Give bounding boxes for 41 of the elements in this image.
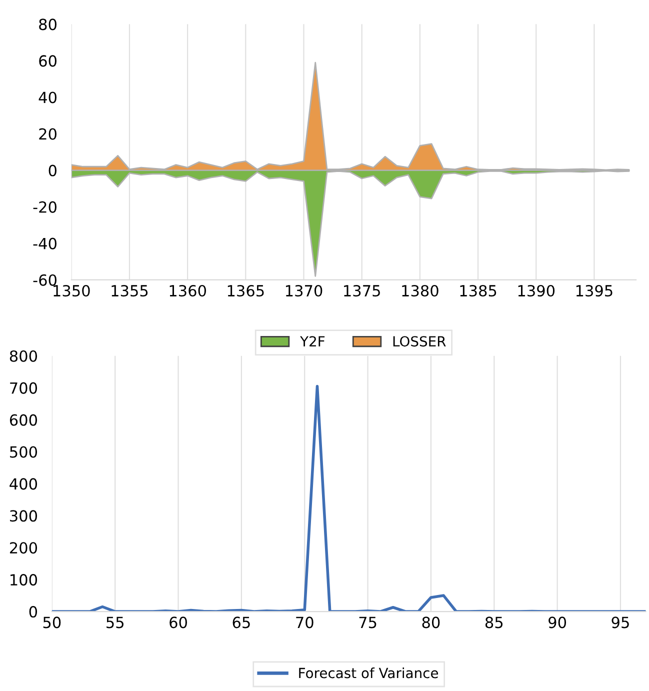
x-tick-label: 85 [485, 616, 503, 628]
x-tick-label: 1380 [402, 284, 438, 297]
y-tick-label: 200 [10, 542, 38, 554]
y-tick-label: -60 [33, 274, 56, 286]
legend-label: Forecast of Variance [299, 668, 438, 678]
line-series [52, 384, 646, 612]
x-tick-label: 1350 [54, 284, 90, 297]
y-tick-label: 0 [48, 164, 56, 176]
legend-label: Y2F [300, 336, 325, 346]
y-tick-label: 40 [38, 92, 56, 104]
x-tick-label: 1385 [460, 284, 496, 297]
x-tick-label: 1390 [518, 284, 555, 297]
x-tick-label: 1375 [344, 284, 380, 297]
y-tick-label: 80 [39, 18, 56, 30]
y-tick-label: 400 [10, 478, 38, 490]
y-tick-label: 100 [10, 574, 38, 586]
x-tick-label: 1370 [286, 284, 322, 297]
x-tick-label: 75 [359, 616, 376, 628]
x-tick-label: 1365 [228, 284, 264, 297]
x-tick-label: 80 [422, 616, 440, 628]
y-tick-label: 700 [10, 382, 38, 394]
y-tick-label: 800 [10, 350, 38, 362]
x-tick-label: 90 [548, 616, 566, 628]
y-tick-label: 600 [10, 414, 38, 426]
x-tick-label: 1360 [170, 284, 206, 297]
y-tick-label: -40 [33, 238, 56, 250]
y-tick-label: 60 [39, 55, 56, 67]
x-tick-label: 50 [43, 616, 61, 628]
x-tick-label: 55 [106, 616, 124, 628]
x-tick-label: 65 [232, 616, 250, 628]
y-tick-label: 500 [10, 446, 38, 458]
y-tick-label: 0 [29, 606, 38, 618]
x-tick-label: 95 [612, 616, 629, 628]
x-tick-label: 60 [170, 616, 187, 628]
y-tick-label: -20 [33, 201, 56, 213]
x-tick-label: 1395 [576, 284, 612, 297]
legend-label: LOSSER [393, 336, 446, 347]
x-tick-label: 1355 [112, 284, 148, 297]
y-tick-label: 300 [10, 510, 38, 522]
y-tick-label: 20 [39, 128, 56, 140]
x-tick-label: 70 [296, 616, 314, 628]
